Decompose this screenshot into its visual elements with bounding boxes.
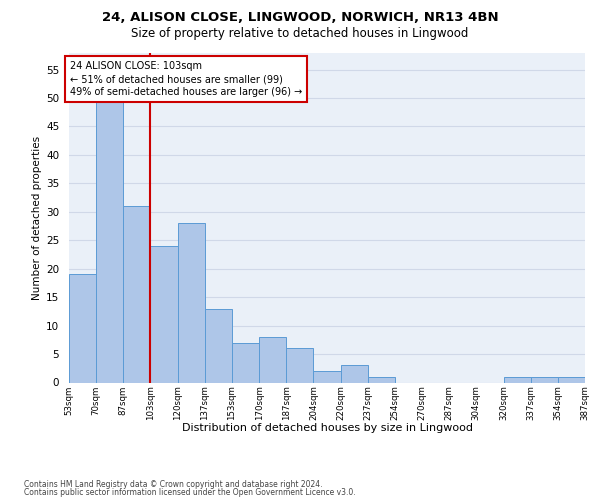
Text: 24 ALISON CLOSE: 103sqm
← 51% of detached houses are smaller (99)
49% of semi-de: 24 ALISON CLOSE: 103sqm ← 51% of detache… xyxy=(70,61,302,98)
Bar xyxy=(341,366,368,382)
Bar xyxy=(124,206,151,382)
Bar xyxy=(259,337,286,382)
Y-axis label: Number of detached properties: Number of detached properties xyxy=(32,136,42,300)
Bar xyxy=(151,246,178,382)
Bar xyxy=(503,377,530,382)
Bar xyxy=(313,371,341,382)
Text: 24, ALISON CLOSE, LINGWOOD, NORWICH, NR13 4BN: 24, ALISON CLOSE, LINGWOOD, NORWICH, NR1… xyxy=(101,11,499,24)
Text: Size of property relative to detached houses in Lingwood: Size of property relative to detached ho… xyxy=(131,28,469,40)
Bar xyxy=(96,98,124,382)
Bar xyxy=(558,377,585,382)
Bar xyxy=(368,377,395,382)
Bar xyxy=(232,342,259,382)
Bar xyxy=(69,274,96,382)
Bar xyxy=(205,308,232,382)
Bar xyxy=(286,348,313,382)
X-axis label: Distribution of detached houses by size in Lingwood: Distribution of detached houses by size … xyxy=(182,423,473,433)
Text: Contains HM Land Registry data © Crown copyright and database right 2024.: Contains HM Land Registry data © Crown c… xyxy=(24,480,323,489)
Bar xyxy=(178,223,205,382)
Text: Contains public sector information licensed under the Open Government Licence v3: Contains public sector information licen… xyxy=(24,488,356,497)
Bar xyxy=(530,377,558,382)
